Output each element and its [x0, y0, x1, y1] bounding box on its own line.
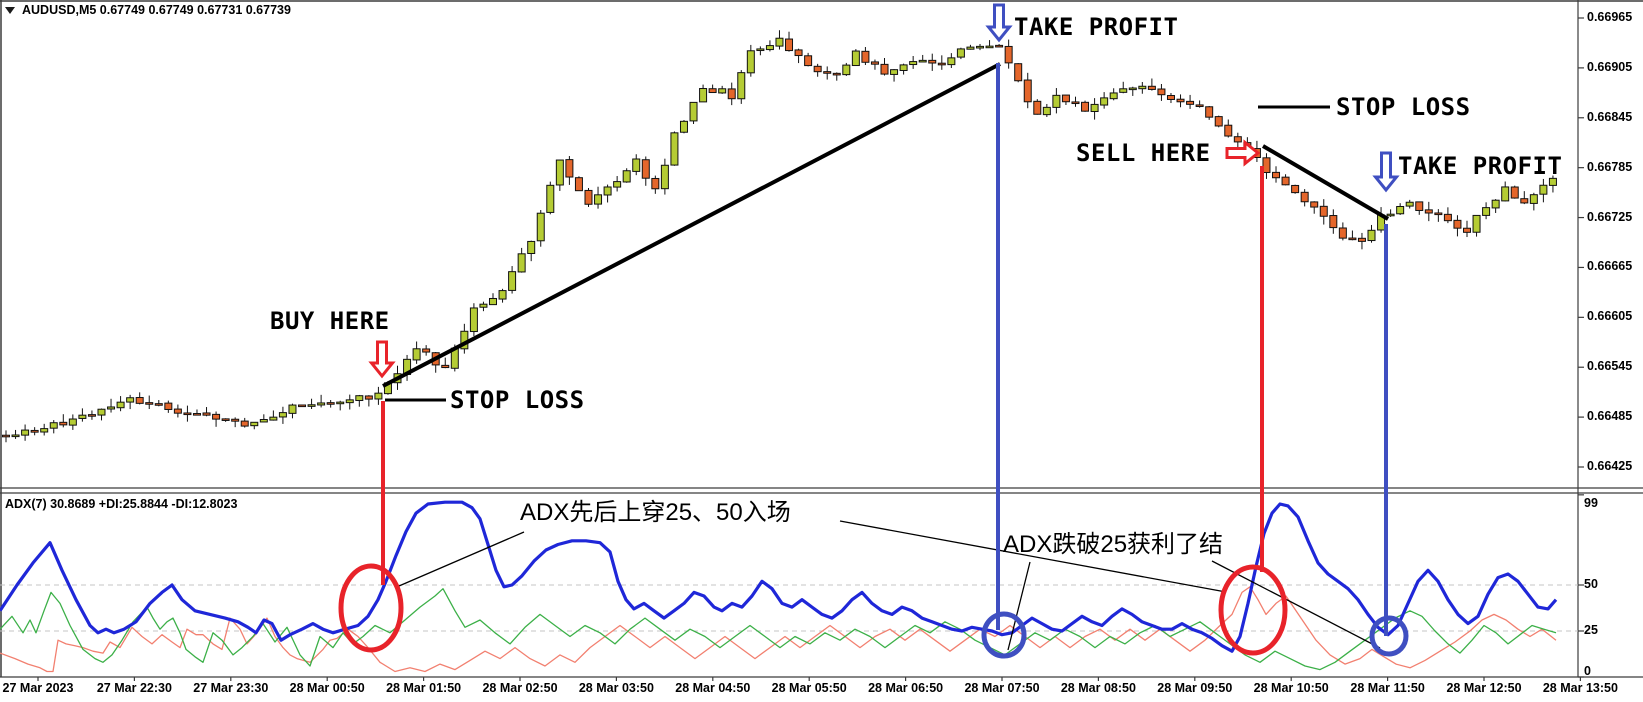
- time-axis[interactable]: [0, 677, 1643, 702]
- price-axis[interactable]: [1578, 0, 1643, 677]
- main-price-pane[interactable]: [0, 0, 1578, 488]
- indicator-pane[interactable]: [0, 494, 1578, 677]
- pane-splitter[interactable]: [0, 487, 1643, 494]
